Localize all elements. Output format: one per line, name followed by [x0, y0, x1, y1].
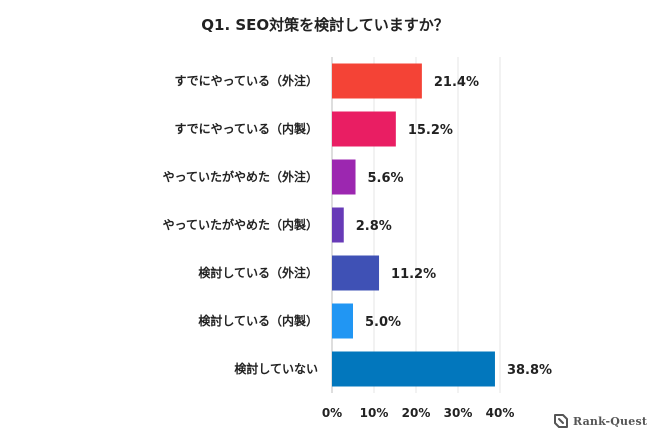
x-tick-label: 40% [486, 406, 515, 420]
chart-title: Q1. SEO対策を検討していますか？ [201, 16, 449, 34]
bar [332, 255, 380, 291]
category-label: やっていたがやめた（外注） [163, 169, 318, 184]
x-tick-label: 20% [402, 406, 431, 420]
gridlines [373, 57, 501, 393]
bar [332, 351, 495, 387]
value-label: 2.8% [356, 219, 392, 234]
brand-name: Rank-Quest [573, 414, 648, 428]
x-tick-label: 10% [360, 406, 389, 420]
value-label: 21.4% [434, 75, 479, 90]
bar [332, 63, 422, 99]
category-label: すでにやっている（内製） [174, 121, 318, 136]
bar [332, 111, 396, 147]
bar [332, 207, 344, 243]
category-label: 検討している（外注） [198, 265, 318, 280]
category-label: 検討していない [234, 361, 318, 376]
value-label: 5.6% [368, 171, 404, 186]
category-labels: すでにやっている（外注） すでにやっている（内製） やっていたがやめた（外注） やって… [163, 73, 318, 376]
x-tick-label: 0% [322, 406, 342, 420]
bars [332, 63, 495, 387]
brand: Rank-Quest [553, 412, 647, 430]
bar [332, 159, 356, 195]
category-label: すでにやっている（外注） [174, 73, 318, 88]
bar [332, 303, 353, 339]
x-tick-label: 30% [444, 406, 473, 420]
value-labels: 21.4% 15.2% 5.6% 2.8% 11.2% 5.0% 38.8% [356, 75, 552, 378]
value-label: 11.2% [391, 267, 436, 282]
value-label: 15.2% [408, 123, 453, 138]
category-label: 検討している（内製） [198, 313, 318, 328]
x-tick-labels: 0% 10% 20% 30% 40% [322, 406, 515, 420]
value-label: 38.8% [507, 363, 552, 378]
category-label: やっていたがやめた（内製） [163, 217, 318, 232]
value-label: 5.0% [365, 315, 401, 330]
rank-quest-logo-icon [554, 414, 568, 428]
